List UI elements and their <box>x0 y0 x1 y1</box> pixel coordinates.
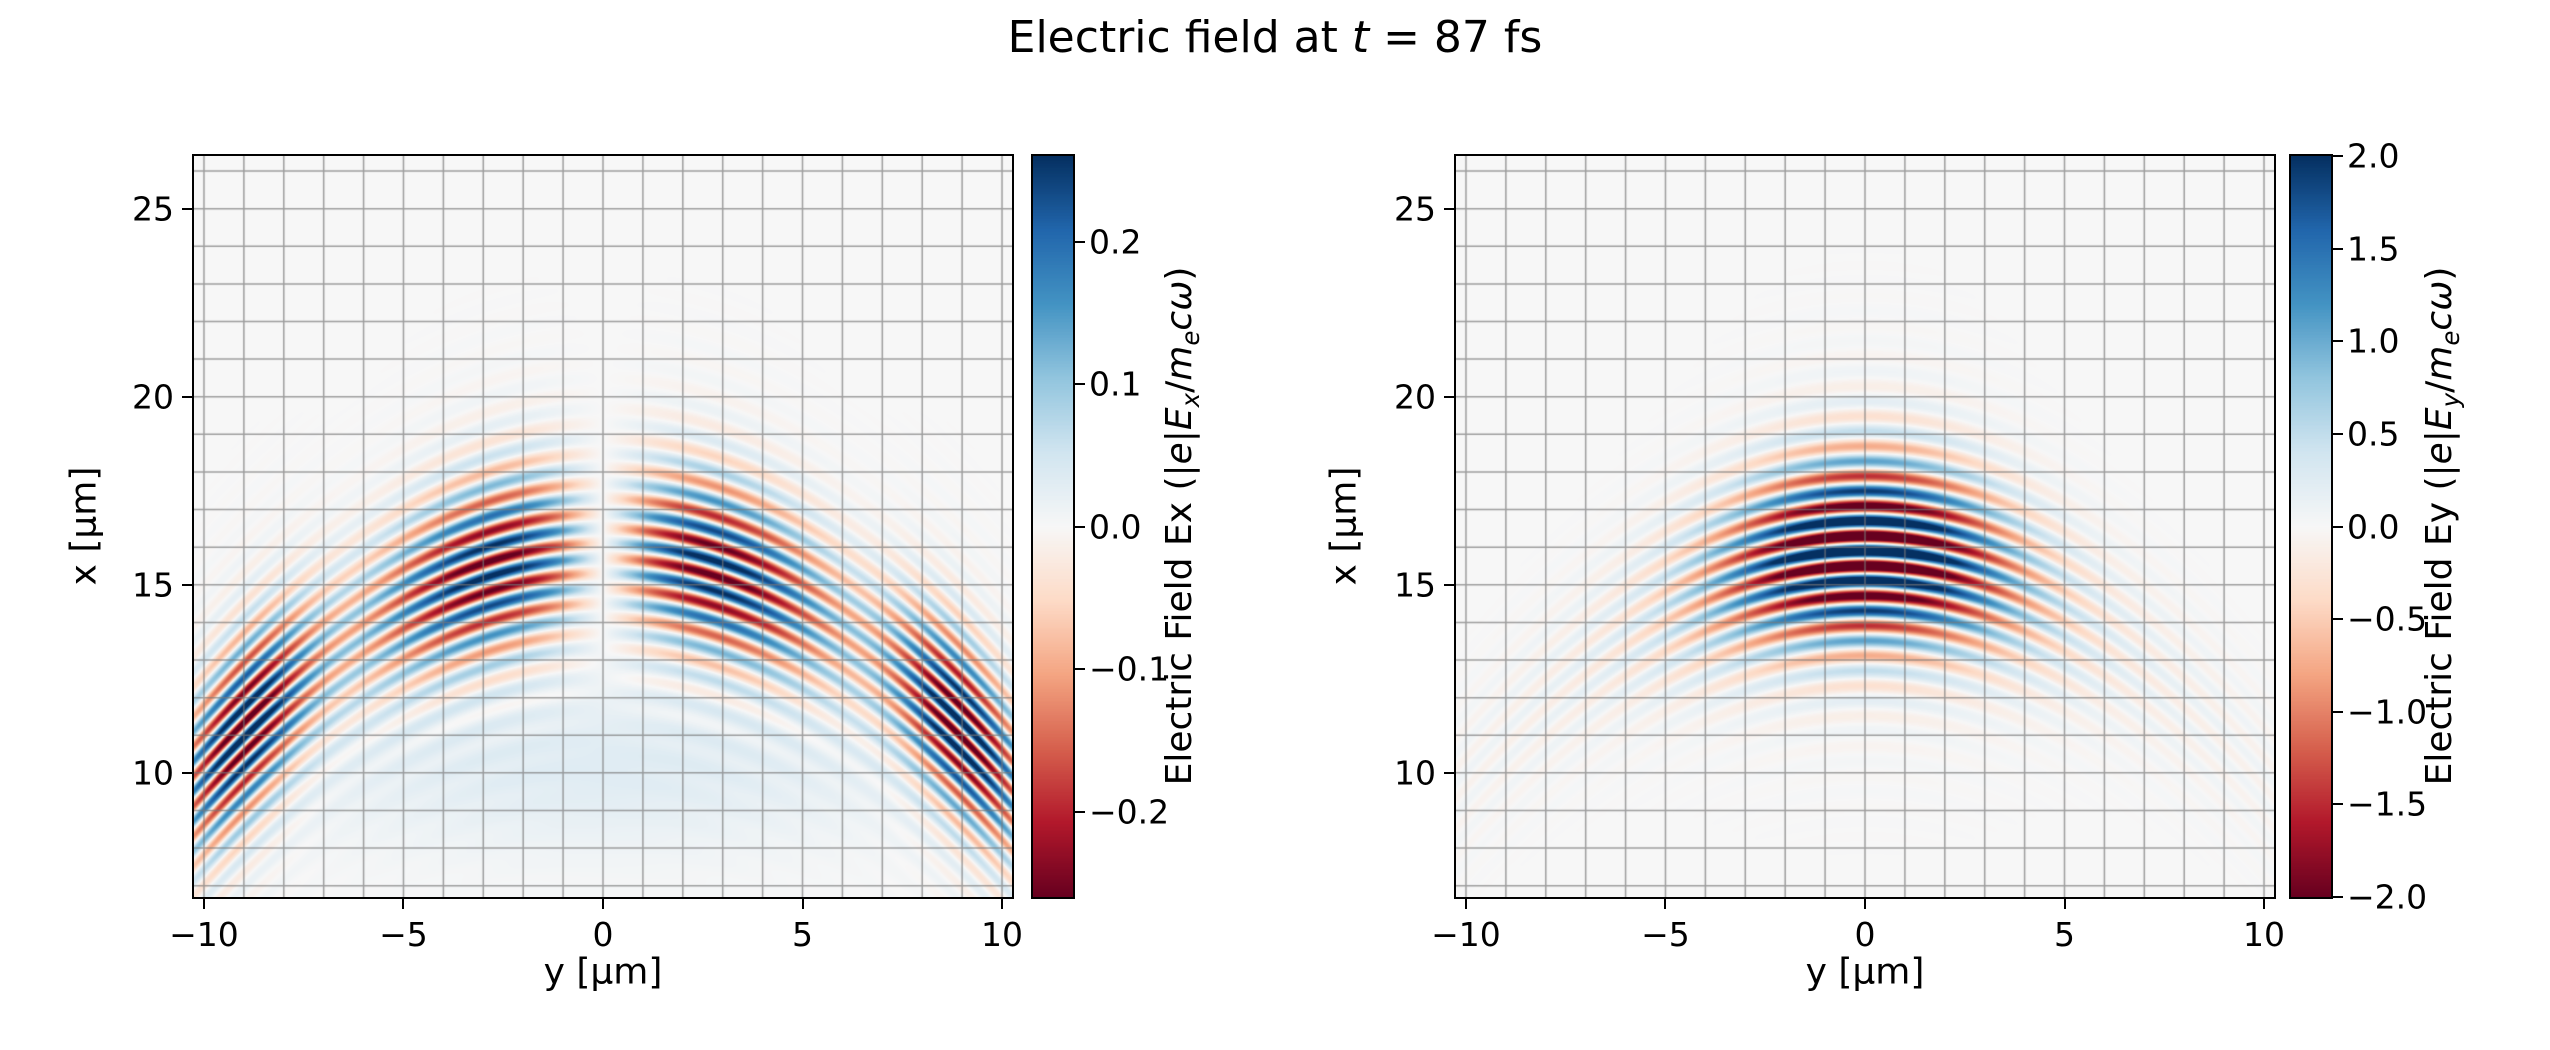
ey-colorbar-tick-mark <box>2333 340 2343 343</box>
ex-x-tick-mark <box>801 899 804 909</box>
ey-colorbar-tick-label: −1.0 <box>2347 692 2428 732</box>
ey-colorbar-tick-mark <box>2333 155 2343 157</box>
ey-y-tick-label: 20 <box>1394 377 1436 417</box>
ex-heatmap-canvas <box>194 156 1012 897</box>
ex-colorbar-tick-label: −0.2 <box>1089 792 1170 831</box>
ex-x-tick-mark <box>402 899 405 909</box>
ey-plot-area <box>1454 154 2276 899</box>
ex-colorbar <box>1031 154 1075 899</box>
ey-y-tick-label: 15 <box>1394 565 1436 605</box>
ex-colorbar-tick-mark <box>1075 525 1085 528</box>
ex-x-tick-label: −5 <box>379 915 428 954</box>
ey-x-tick-mark <box>1664 899 1667 909</box>
ex-y-tick-mark <box>182 395 192 398</box>
ex-x-tick-label: 10 <box>981 915 1024 954</box>
ex-colorbar-tick-label: 0.2 <box>1089 222 1142 261</box>
ey-y-axis-label: x [μm] <box>1323 466 1365 586</box>
ex-y-tick-mark <box>182 583 192 586</box>
ey-y-tick-mark <box>1444 583 1454 586</box>
figure-title: Electric field at t = 87 fs <box>1007 12 1543 63</box>
ey-colorbar-tick-label: 0.0 <box>2347 507 2400 546</box>
ey-x-tick-mark <box>2063 899 2066 909</box>
ey-colorbar-tick-label: −2.0 <box>2347 877 2428 917</box>
ex-colorbar-tick-label: 0.0 <box>1089 507 1142 546</box>
ex-y-tick-mark <box>182 207 192 210</box>
ey-x-tick-label: 10 <box>2243 915 2286 954</box>
ey-colorbar-tick-label: −0.5 <box>2347 599 2428 639</box>
ey-heatmap-canvas <box>1456 156 2274 897</box>
ey-colorbar-tick-label: 0.5 <box>2347 414 2400 454</box>
ey-colorbar-tick-mark <box>2333 525 2343 528</box>
ex-colorbar-tick-mark <box>1075 810 1085 813</box>
ey-y-tick-label: 10 <box>1394 753 1436 793</box>
ex-y-tick-label: 15 <box>132 565 174 605</box>
ex-colorbar-tick-mark <box>1075 668 1085 670</box>
ey-y-tick-mark <box>1444 207 1454 210</box>
ex-colorbar-canvas <box>1033 156 1073 897</box>
ey-colorbar-tick-mark <box>2333 247 2343 250</box>
ex-y-tick-label: 25 <box>132 189 174 229</box>
ex-x-tick-mark <box>602 899 604 909</box>
ex-x-tick-label: 5 <box>792 915 813 954</box>
ey-x-tick-label: 0 <box>1854 915 1876 954</box>
ey-colorbar-tick-mark <box>2333 710 2343 713</box>
ex-x-tick-mark <box>1001 899 1004 909</box>
ey-colorbar-tick-mark <box>2333 432 2343 435</box>
ey-x-tick-label: 5 <box>2054 915 2075 954</box>
ey-colorbar-tick-label: 1.5 <box>2347 229 2400 269</box>
ex-colorbar-tick-label: 0.1 <box>1089 364 1142 404</box>
ey-y-tick-label: 25 <box>1394 189 1436 229</box>
ex-x-axis-label: y [μm] <box>543 951 663 993</box>
ex-colorbar-tick-mark <box>1075 383 1085 385</box>
ex-x-tick-label: −10 <box>169 915 239 954</box>
ey-colorbar-tick-mark <box>2333 803 2343 806</box>
ey-x-tick-mark <box>1464 899 1467 909</box>
ex-plot-area <box>192 154 1014 899</box>
ex-y-tick-label: 10 <box>132 753 174 793</box>
ey-x-tick-mark <box>1864 899 1866 909</box>
ex-colorbar-tick-mark <box>1075 240 1085 243</box>
ex-y-tick-mark <box>182 771 192 774</box>
ey-x-tick-mark <box>2263 899 2266 909</box>
ey-colorbar <box>2289 154 2333 899</box>
ey-colorbar-tick-label: 1.0 <box>2347 321 2400 361</box>
ey-x-tick-label: −5 <box>1641 915 1690 954</box>
ex-colorbar-tick-label: −0.1 <box>1089 649 1170 689</box>
ey-y-tick-mark <box>1444 771 1454 774</box>
ey-colorbar-tick-mark <box>2333 618 2343 621</box>
ey-colorbar-tick-mark <box>2333 896 2343 898</box>
ey-x-tick-label: −10 <box>1431 915 1501 954</box>
ey-colorbar-canvas <box>2291 156 2331 897</box>
ex-x-tick-label: 0 <box>592 915 614 954</box>
ex-x-tick-mark <box>202 899 205 909</box>
ex-y-tick-label: 20 <box>132 377 174 417</box>
ey-colorbar-tick-label: −1.5 <box>2347 784 2428 824</box>
ey-colorbar-tick-label: 2.0 <box>2347 136 2400 176</box>
ey-y-tick-mark <box>1444 395 1454 398</box>
ey-x-axis-label: y [μm] <box>1805 951 1925 993</box>
